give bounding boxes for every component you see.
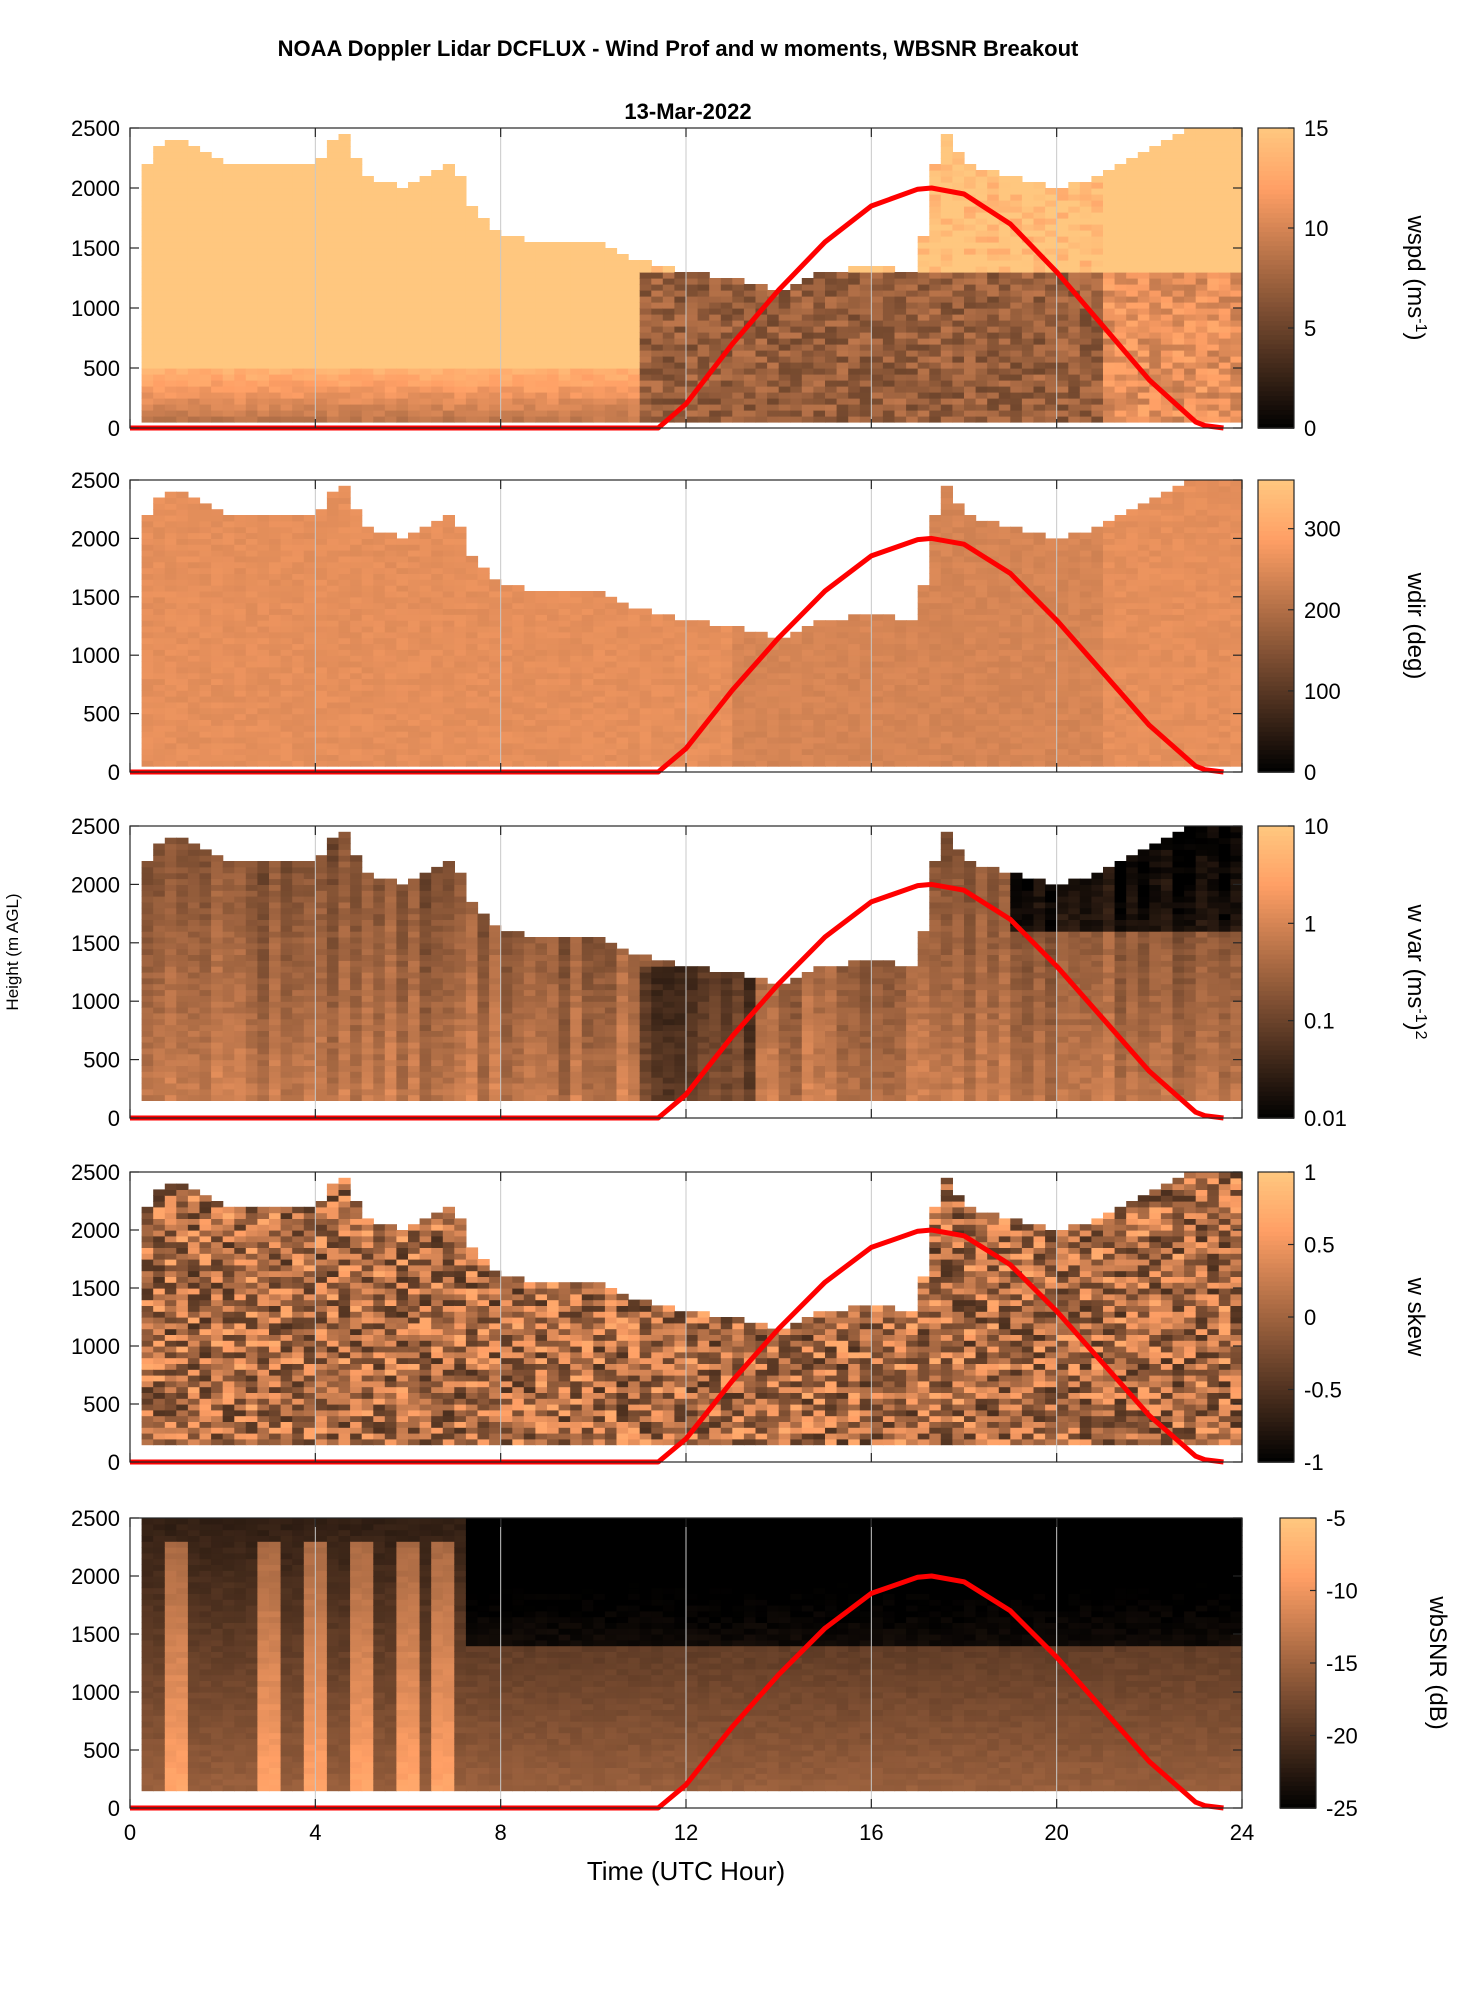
- y-tick-label: 1000: [71, 643, 120, 668]
- figure-subtitle: 13-Mar-2022: [624, 99, 751, 124]
- colorbar-tick-label: 0: [1304, 760, 1316, 785]
- colorbar: -25 -20 -15 -10 -5: [1280, 1506, 1358, 1821]
- colorbar: 0.01 0.1 1 10: [1258, 814, 1347, 1131]
- colorbar-tick-label: 0.5: [1304, 1233, 1335, 1258]
- panel-wbsnr: 0 500 1000 1500 2000 2500 0 4 8 12 16 20 24 -25 -20 -15…: [71, 1506, 1451, 1845]
- y-tick-label: 2500: [71, 468, 120, 493]
- y-tick-label: 2000: [71, 526, 120, 551]
- colorbar-label: wspd (ms-1): [1402, 215, 1430, 341]
- colorbar-tick-label: -20: [1326, 1724, 1358, 1749]
- colorbar-tick-label: 10: [1304, 216, 1328, 241]
- y-tick-label: 0: [108, 1796, 120, 1821]
- y-tick-label: 1000: [71, 1680, 120, 1705]
- colorbar-tick-label: 100: [1304, 679, 1341, 704]
- colorbar-label: w var (ms-1)2: [1402, 903, 1430, 1039]
- y-tick-label: 1500: [71, 931, 120, 956]
- heatmap-cells: [142, 128, 1243, 423]
- panel-w-var: 0 500 1000 1500 2000 2500 0.01 0.1 1 10 w var (ms-…: [71, 814, 1429, 1131]
- colorbar-tick-label: 0.01: [1304, 1106, 1347, 1131]
- figure-title: NOAA Doppler Lidar DCFLUX - Wind Prof an…: [278, 36, 1079, 61]
- colorbar-tick-label: -5: [1326, 1506, 1346, 1531]
- colorbar-tick-label: -15: [1326, 1651, 1358, 1676]
- y-tick-label: 500: [83, 356, 120, 381]
- y-tick-label: 2500: [71, 116, 120, 141]
- y-tick-label: 500: [83, 1738, 120, 1763]
- y-tick-label: 500: [83, 1048, 120, 1073]
- colorbar-label: wbSNR (dB): [1424, 1595, 1451, 1729]
- x-axis-label: Time (UTC Hour): [587, 1856, 785, 1886]
- y-tick-label: 0: [108, 416, 120, 441]
- colorbar-tick-label: -25: [1326, 1796, 1358, 1821]
- y-tick-label: 500: [83, 1392, 120, 1417]
- y-tick-label: 2500: [71, 1160, 120, 1185]
- y-tick-label: 2000: [71, 176, 120, 201]
- heatmap-cells: [142, 826, 1243, 1101]
- colorbar: -1 -0.5 0 0.5 1: [1258, 1160, 1342, 1475]
- colorbar-tick-label: -1: [1304, 1450, 1324, 1475]
- colorbar-tick-label: 300: [1304, 517, 1341, 542]
- y-tick-label: 2000: [71, 1564, 120, 1589]
- shared-y-axis-label: Height (m AGL): [3, 893, 22, 1010]
- y-tick-label: 2000: [71, 1218, 120, 1243]
- y-tick-label: 0: [108, 760, 120, 785]
- y-tick-label: 2500: [71, 1506, 120, 1531]
- y-tick-label: 1000: [71, 1334, 120, 1359]
- y-tick-label: 1000: [71, 989, 120, 1014]
- y-tick-label: 1500: [71, 1622, 120, 1647]
- colorbar: 0 5 10 15: [1258, 116, 1328, 441]
- x-tick-label: 24: [1230, 1820, 1254, 1845]
- colorbar-tick-label: -0.5: [1304, 1378, 1342, 1403]
- colorbar-tick-label: 5: [1304, 316, 1316, 341]
- colorbar-tick-label: -10: [1326, 1579, 1358, 1604]
- y-tick-label: 1500: [71, 585, 120, 610]
- colorbar: 0 100 200 300: [1258, 480, 1341, 785]
- x-tick-label: 12: [674, 1820, 698, 1845]
- y-tick-label: 2000: [71, 872, 120, 897]
- colorbar-tick-label: 10: [1304, 814, 1328, 839]
- colorbar-label: wdir (deg): [1402, 572, 1429, 680]
- x-tick-label: 4: [309, 1820, 321, 1845]
- x-tick-label: 8: [495, 1820, 507, 1845]
- colorbar-tick-label: 1: [1304, 911, 1316, 936]
- colorbar-tick-label: 0.1: [1304, 1009, 1335, 1034]
- panel-w-skew: 0 500 1000 1500 2000 2500 -1 -0.5 0 0.5 1 w skew: [71, 1160, 1429, 1475]
- heatmap-cells: [142, 1172, 1243, 1445]
- colorbar-tick-label: 15: [1304, 116, 1328, 141]
- x-tick-label: 0: [124, 1820, 136, 1845]
- x-tick-label: 16: [859, 1820, 883, 1845]
- y-tick-label: 1000: [71, 296, 120, 321]
- colorbar-tick-label: 0: [1304, 416, 1316, 441]
- panel-wspd: 0 500 1000 1500 2000 2500 0 5 10 15 wspd (ms-1): [71, 116, 1429, 441]
- colorbar-tick-label: 0: [1304, 1305, 1316, 1330]
- heatmap-cells: [142, 1518, 1243, 1791]
- panel-wdir: 0 500 1000 1500 2000 2500 0 100 200 300 wdir (deg): [71, 468, 1429, 785]
- y-tick-label: 0: [108, 1106, 120, 1131]
- y-tick-label: 500: [83, 702, 120, 727]
- y-tick-label: 2500: [71, 814, 120, 839]
- heatmap-cells: [142, 480, 1243, 767]
- colorbar-label: w skew: [1402, 1277, 1429, 1357]
- y-tick-label: 0: [108, 1450, 120, 1475]
- x-tick-label: 20: [1044, 1820, 1068, 1845]
- colorbar-tick-label: 1: [1304, 1160, 1316, 1185]
- y-tick-label: 1500: [71, 236, 120, 261]
- colorbar-tick-label: 200: [1304, 598, 1341, 623]
- y-tick-label: 1500: [71, 1276, 120, 1301]
